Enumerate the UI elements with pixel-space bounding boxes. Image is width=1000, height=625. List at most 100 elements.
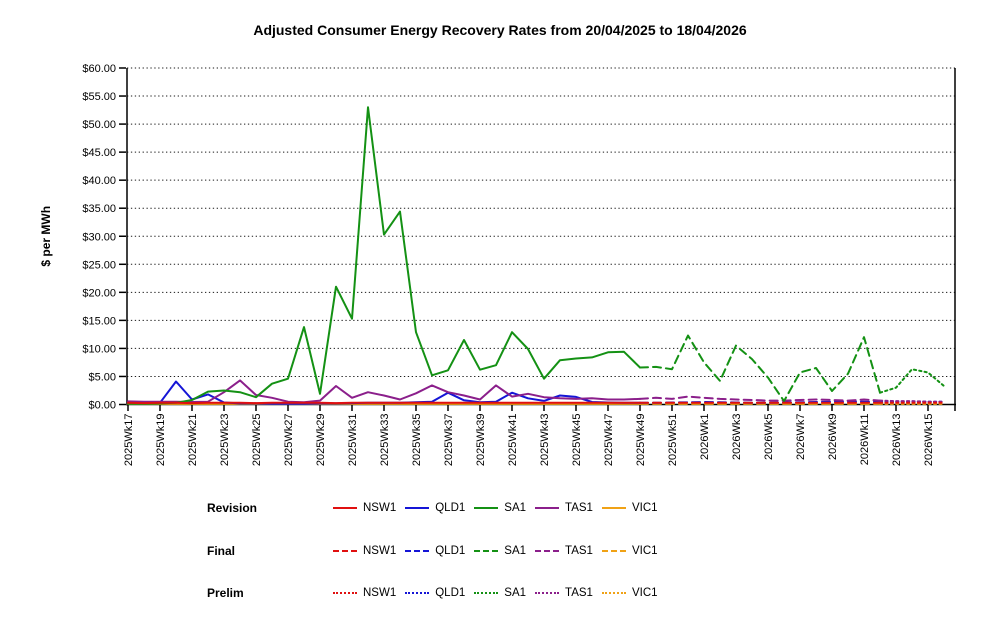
y-tick-label: $45.00 — [82, 147, 116, 159]
legend-item-label: QLD1 — [435, 545, 466, 557]
legend-item-label: VIC1 — [631, 587, 658, 599]
series-lines — [127, 106, 945, 405]
y-tick-label: $10.00 — [82, 343, 116, 355]
legend-item-final-NSW1: NSW1 — [333, 545, 396, 557]
plot-area: $0.00 $5.00 $10.00 $15.00 $20.00 $25.00 $30.00… — [39, 63, 956, 467]
x-tick-label: 2026Wk7 — [795, 414, 807, 460]
legend-item-final-TAS1: TAS1 — [535, 545, 593, 557]
y-tick-label: $0.00 — [88, 400, 116, 412]
legend-item-label: QLD1 — [435, 587, 466, 599]
x-tick-label: 2025Wk23 — [219, 414, 231, 467]
x-tick-label: 2025Wk17 — [123, 414, 135, 467]
legend-item-final-SA1: SA1 — [474, 545, 526, 557]
legend-row-label: Final — [207, 544, 236, 558]
y-axis-title: $ per MWh — [39, 206, 53, 267]
legend-item-label: VIC1 — [631, 545, 658, 557]
legend-item-label: QLD1 — [435, 502, 466, 514]
x-tick-label: 2026Wk13 — [891, 414, 903, 467]
legend-swatch-VIC1-dotted — [601, 592, 626, 594]
y-tick-label: $15.00 — [82, 315, 116, 327]
legend-swatch-SA1-dashed — [474, 550, 499, 552]
legend-swatch-TAS1-dashed — [535, 550, 560, 552]
x-tick-label: 2025Wk41 — [507, 414, 519, 467]
legend-item-prelim-VIC1: VIC1 — [601, 587, 658, 599]
series-line-SA1-revision — [127, 106, 641, 405]
legend-item-label: NSW1 — [363, 587, 397, 599]
x-tick-label: 2025Wk21 — [187, 414, 199, 467]
legend-item-prelim-NSW1: NSW1 — [333, 587, 396, 599]
series-line-TAS1-prelim — [879, 399, 945, 403]
y-tick-label: $20.00 — [82, 287, 116, 299]
x-tick-label: 2025Wk29 — [315, 414, 327, 467]
legend-item-prelim-SA1: SA1 — [474, 587, 526, 599]
x-tick-label: 2025Wk35 — [411, 414, 423, 467]
y-tick-label: $40.00 — [82, 175, 116, 187]
y-tick-label: $60.00 — [82, 63, 116, 75]
legend-swatch-NSW1-solid — [333, 507, 357, 509]
legend-item-revision-TAS1: TAS1 — [535, 502, 593, 514]
legend-item-revision-SA1: SA1 — [474, 502, 526, 514]
x-tick-label: 2026Wk11 — [859, 414, 871, 466]
x-tick-label: 2025Wk39 — [475, 414, 487, 467]
y-tick-label: $55.00 — [82, 91, 116, 103]
x-tick-label: 2025Wk47 — [603, 414, 615, 467]
y-tick-label: $25.00 — [82, 259, 116, 271]
legend-swatch-VIC1-dashed — [601, 550, 626, 552]
legend-item-prelim-QLD1: QLD1 — [405, 587, 465, 599]
chart-title: Adjusted Consumer Energy Recovery Rates … — [253, 22, 747, 38]
legend-item-revision-NSW1: NSW1 — [333, 502, 396, 514]
legend-item-revision-QLD1: QLD1 — [405, 502, 465, 514]
y-tick-label: $35.00 — [82, 203, 116, 215]
x-tick-label: 2026Wk3 — [731, 414, 743, 460]
legend-swatch-TAS1-dotted — [535, 592, 560, 594]
legend-item-label: SA1 — [504, 545, 527, 557]
legend-item-prelim-TAS1: TAS1 — [535, 587, 593, 599]
series-line-SA1-final — [639, 334, 881, 403]
legend-item-final-VIC1: VIC1 — [601, 545, 658, 557]
y-tick-label: $50.00 — [82, 119, 116, 131]
legend-item-label: TAS1 — [565, 545, 593, 557]
x-tick-label: 2025Wk45 — [571, 414, 583, 467]
legend-swatch-SA1-dotted — [474, 592, 499, 594]
legend-row-prelim: Prelim NSW1 QLD1 SA1 TAS1 VIC1 — [207, 586, 667, 600]
x-tick-label: 2025Wk37 — [443, 414, 455, 467]
legend-item-final-QLD1: QLD1 — [405, 545, 465, 557]
x-tick-label: 2025Wk19 — [155, 414, 167, 467]
legend-row-label: Revision — [207, 501, 258, 515]
x-tick-label: 2025Wk31 — [347, 414, 359, 467]
x-tick-label: 2026Wk1 — [699, 414, 711, 460]
x-tick-label: 2026Wk5 — [763, 414, 775, 460]
x-tick-label: 2025Wk27 — [283, 414, 295, 467]
legend-item-label: TAS1 — [565, 587, 593, 599]
y-tick-label: $30.00 — [82, 231, 116, 243]
series-line-SA1-prelim — [879, 368, 945, 394]
legend-item-label: VIC1 — [631, 502, 658, 514]
legend-swatch-TAS1-solid — [535, 507, 560, 509]
legend-item-label: NSW1 — [363, 545, 397, 557]
y-gridlines — [127, 67, 955, 377]
y-tick-labels: $0.00 $5.00 $10.00 $15.00 $20.00 $25.00 $30.00… — [82, 63, 126, 412]
legend-row-revision: Revision NSW1 QLD1 SA1 TAS1 VIC1 — [207, 501, 667, 515]
x-tick-label: 2025Wk43 — [539, 414, 551, 467]
legend-row-label: Prelim — [207, 586, 244, 600]
x-tick-label: 2026Wk15 — [923, 414, 935, 467]
legend-swatch-NSW1-dashed — [333, 550, 357, 552]
legend-item-label: SA1 — [504, 587, 527, 599]
legend-row-final: Final NSW1 QLD1 SA1 TAS1 VIC1 — [207, 544, 667, 558]
x-tick-label: 2025Wk25 — [251, 414, 263, 467]
x-tick-label: 2025Wk33 — [379, 414, 391, 467]
legend-item-label: TAS1 — [565, 502, 593, 514]
x-tick-label: 2025Wk51 — [667, 414, 679, 467]
x-tick-label: 2025Wk49 — [635, 414, 647, 467]
legend-item-label: SA1 — [504, 502, 527, 514]
y-tick-label: $5.00 — [88, 371, 116, 383]
series-line-TAS1-revision — [127, 379, 641, 404]
legend-swatch-SA1-solid — [474, 507, 499, 509]
legend-item-label: NSW1 — [363, 502, 397, 514]
x-ticks — [127, 404, 956, 411]
legend-swatch-VIC1-solid — [601, 507, 626, 509]
legend-swatch-QLD1-dotted — [405, 592, 430, 594]
series-line-TAS1-final — [639, 395, 881, 402]
legend-swatch-NSW1-dotted — [333, 592, 357, 594]
